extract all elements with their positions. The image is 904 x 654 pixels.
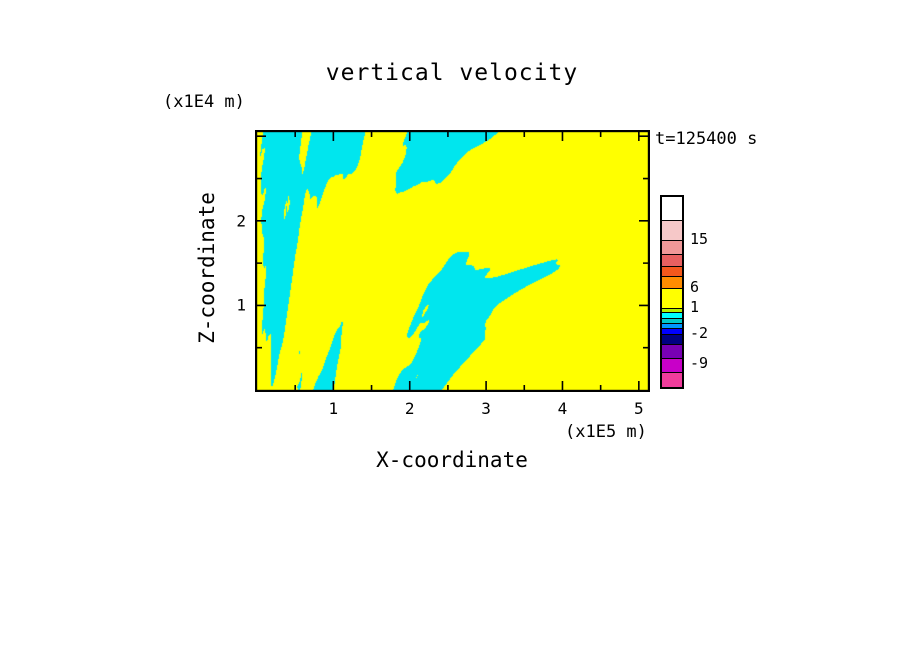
colorbar-segment (662, 197, 682, 221)
colorbar-segment (662, 241, 682, 255)
colorbar-segment (662, 313, 682, 319)
colorbar-label: -9 (690, 354, 709, 372)
colorbar-segment (662, 319, 682, 324)
colorbar (660, 195, 684, 389)
colorbar-label: 1 (690, 298, 700, 316)
x-tick-label: 5 (634, 399, 644, 418)
y-axis-title: Z-coordinate (195, 192, 219, 344)
colorbar-segment (662, 359, 682, 373)
colorbar-segment (662, 345, 682, 359)
colorbar-segment (662, 277, 682, 289)
x-tick-label: 4 (557, 399, 568, 418)
colorbar-segment (662, 335, 682, 345)
x-axis-title: X-coordinate (376, 448, 528, 472)
colorbar-segment (662, 221, 682, 241)
y-tick-label: 2 (236, 211, 246, 231)
colorbar-label: -2 (690, 324, 709, 342)
colorbar-label: 15 (690, 230, 709, 248)
plot-frame (255, 130, 650, 392)
axes-frame (255, 130, 650, 392)
x-axis-unit-label: (x1E5 m) (565, 422, 647, 442)
colorbar-segment (662, 267, 682, 277)
colorbar-label: 6 (690, 278, 700, 296)
colorbar-segment (662, 289, 682, 309)
axis-ticks (257, 132, 648, 390)
colorbar-segment (662, 324, 682, 329)
colorbar-segment (662, 255, 682, 267)
timestamp-label: t=125400 s (655, 129, 758, 149)
colorbar-segment (662, 373, 682, 387)
colorbar-segment (662, 329, 682, 335)
velocity-field-canvas (257, 132, 648, 390)
chart-title: vertical velocity (325, 60, 579, 86)
colorbar-segment (662, 309, 682, 313)
x-tick-label: 3 (481, 399, 491, 418)
y-axis-unit-label: (x1E4 m) (163, 92, 245, 112)
x-tick-label: 2 (404, 399, 415, 418)
y-tick-label: 1 (236, 295, 246, 315)
plot-area (255, 130, 650, 392)
x-tick-label: 1 (328, 399, 339, 418)
